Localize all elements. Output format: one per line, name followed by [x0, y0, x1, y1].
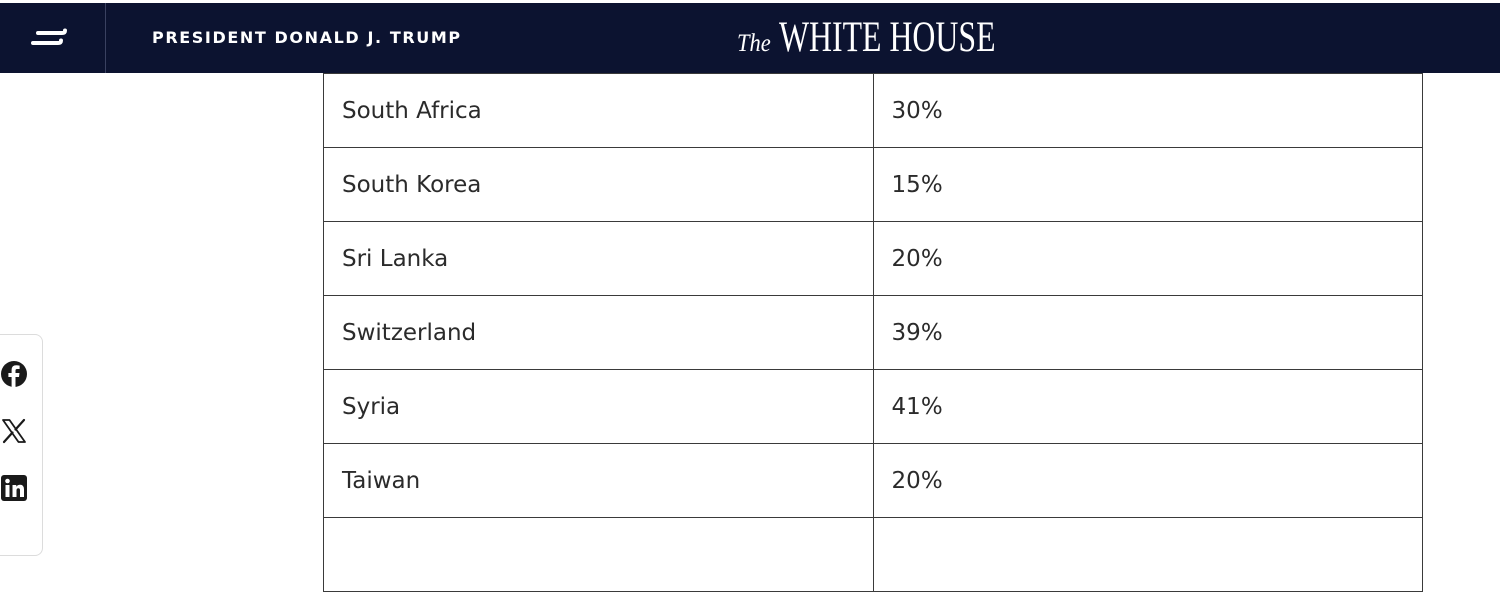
linkedin-share-button[interactable] [0, 474, 28, 502]
rate-cell: 20% [872, 221, 1424, 296]
tariff-table-container: South Africa 30% South Korea 15% Sri Lan… [323, 73, 1424, 592]
table-row: Taiwan 20% [323, 443, 1424, 518]
share-bar [0, 334, 43, 556]
country-cell: South Africa [323, 73, 874, 148]
rate-cell [872, 517, 1424, 592]
rate-cell: 30% [872, 73, 1424, 148]
table-row: Syria 41% [323, 369, 1424, 444]
top-edge [0, 0, 1500, 3]
rate-cell: 15% [872, 147, 1424, 222]
country-cell: Taiwan [323, 443, 874, 518]
white-house-logo[interactable]: The WHITE HOUSE [737, 15, 1071, 70]
logo-main-text: WHITE HOUSE [778, 14, 996, 61]
table-row: Sri Lanka 20% [323, 221, 1424, 296]
rate-cell: 41% [872, 369, 1424, 444]
table-row [323, 517, 1424, 592]
country-cell: Switzerland [323, 295, 874, 370]
table-row: South Korea 15% [323, 147, 1424, 222]
logo-prefix: The [737, 30, 771, 57]
rate-cell: 39% [872, 295, 1424, 370]
country-cell: South Korea [323, 147, 874, 222]
facebook-icon [1, 361, 27, 387]
country-cell: Sri Lanka [323, 221, 874, 296]
site-header: PRESIDENT DONALD J. TRUMP The WHITE HOUSE [0, 3, 1500, 73]
x-icon [2, 418, 26, 444]
menu-icon [31, 28, 67, 45]
menu-button[interactable] [0, 3, 106, 73]
rate-cell: 20% [872, 443, 1424, 518]
table-row: South Africa 30% [323, 73, 1424, 148]
table-row: Switzerland 39% [323, 295, 1424, 370]
president-link[interactable]: PRESIDENT DONALD J. TRUMP [152, 28, 462, 47]
tariff-table: South Africa 30% South Korea 15% Sri Lan… [323, 73, 1424, 592]
facebook-share-button[interactable] [0, 360, 28, 388]
x-share-button[interactable] [0, 417, 28, 445]
linkedin-icon [1, 475, 27, 501]
country-cell: Syria [323, 369, 874, 444]
country-cell [323, 517, 874, 592]
